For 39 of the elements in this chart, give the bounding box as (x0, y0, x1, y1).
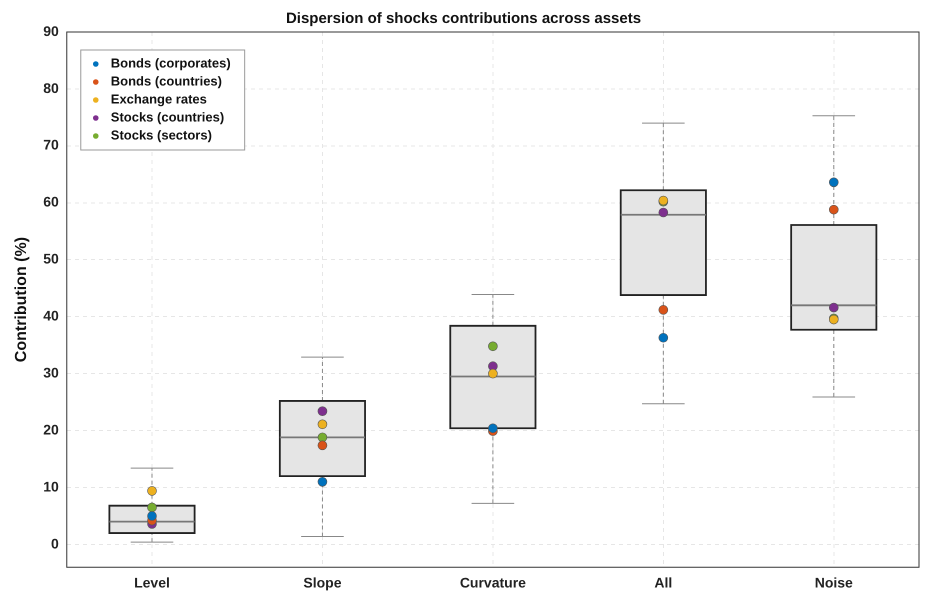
point (828, 178, 839, 188)
y-tick-label: 90 (43, 22, 59, 39)
y-tick-label: 0 (50, 535, 59, 552)
legend-label: Stocks (countries) (110, 110, 224, 125)
legend-label: Stocks (sectors) (110, 128, 212, 143)
legend-label: Bonds (countries) (110, 74, 222, 89)
point (488, 368, 498, 378)
point (318, 476, 328, 487)
legend-label: Bonds (corporates) (110, 56, 231, 71)
y-tick-label: 60 (43, 194, 59, 210)
y-tick-label: 50 (43, 250, 59, 267)
y-tick-label: 20 (43, 421, 59, 438)
x-tick-label: Noise (814, 574, 854, 590)
y-tick-label: 70 (43, 136, 59, 153)
chart-title: Dispersion of shocks contributions across assets (286, 10, 642, 28)
y-tick-label: 40 (43, 308, 59, 324)
y-tick-label: 30 (43, 364, 59, 380)
x-tick-label: All (654, 574, 672, 590)
legend-label: Exchange rates (110, 92, 207, 107)
x-tick-label: Curvature (460, 574, 526, 590)
y-tick-label: 10 (43, 478, 59, 494)
point (658, 208, 668, 218)
point (318, 440, 328, 450)
y-tick-label: 80 (43, 80, 59, 96)
point (318, 432, 328, 442)
point (147, 486, 157, 496)
point (658, 305, 668, 315)
point (318, 406, 328, 416)
point (147, 502, 157, 512)
x-tick-label: Slope (303, 574, 342, 590)
point (488, 341, 498, 352)
point (658, 332, 668, 343)
point (828, 204, 839, 214)
point (828, 302, 839, 312)
point (318, 419, 328, 430)
point (147, 511, 157, 521)
y-axis-title: Contribution (%) (13, 236, 30, 362)
x-tick-label: Level (134, 574, 170, 590)
point (488, 423, 498, 434)
